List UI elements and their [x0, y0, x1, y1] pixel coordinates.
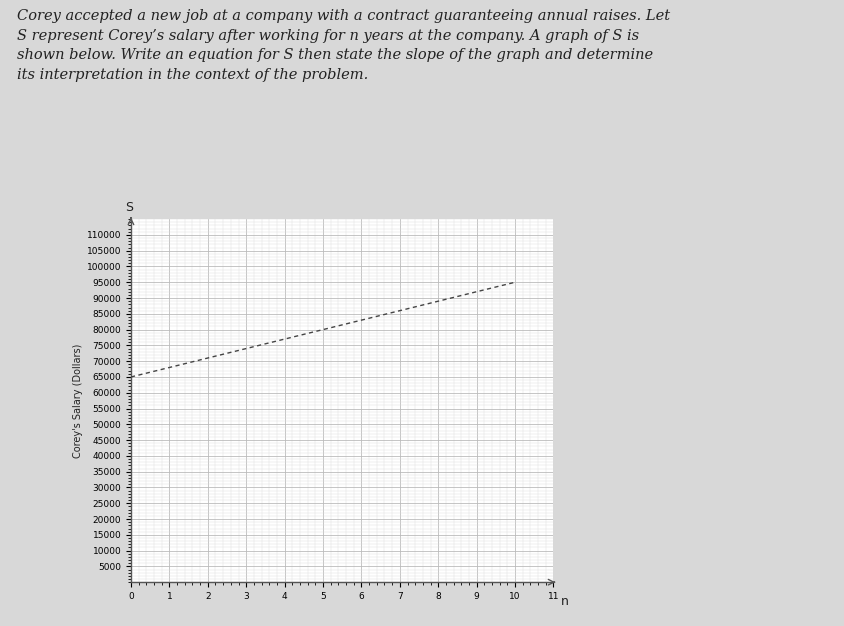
Text: S: S	[125, 202, 133, 214]
Text: n: n	[560, 595, 568, 608]
Text: Corey accepted a new job at a company with a contract guaranteeing annual raises: Corey accepted a new job at a company wi…	[17, 9, 669, 82]
Y-axis label: Corey's Salary (Dollars): Corey's Salary (Dollars)	[73, 344, 83, 458]
